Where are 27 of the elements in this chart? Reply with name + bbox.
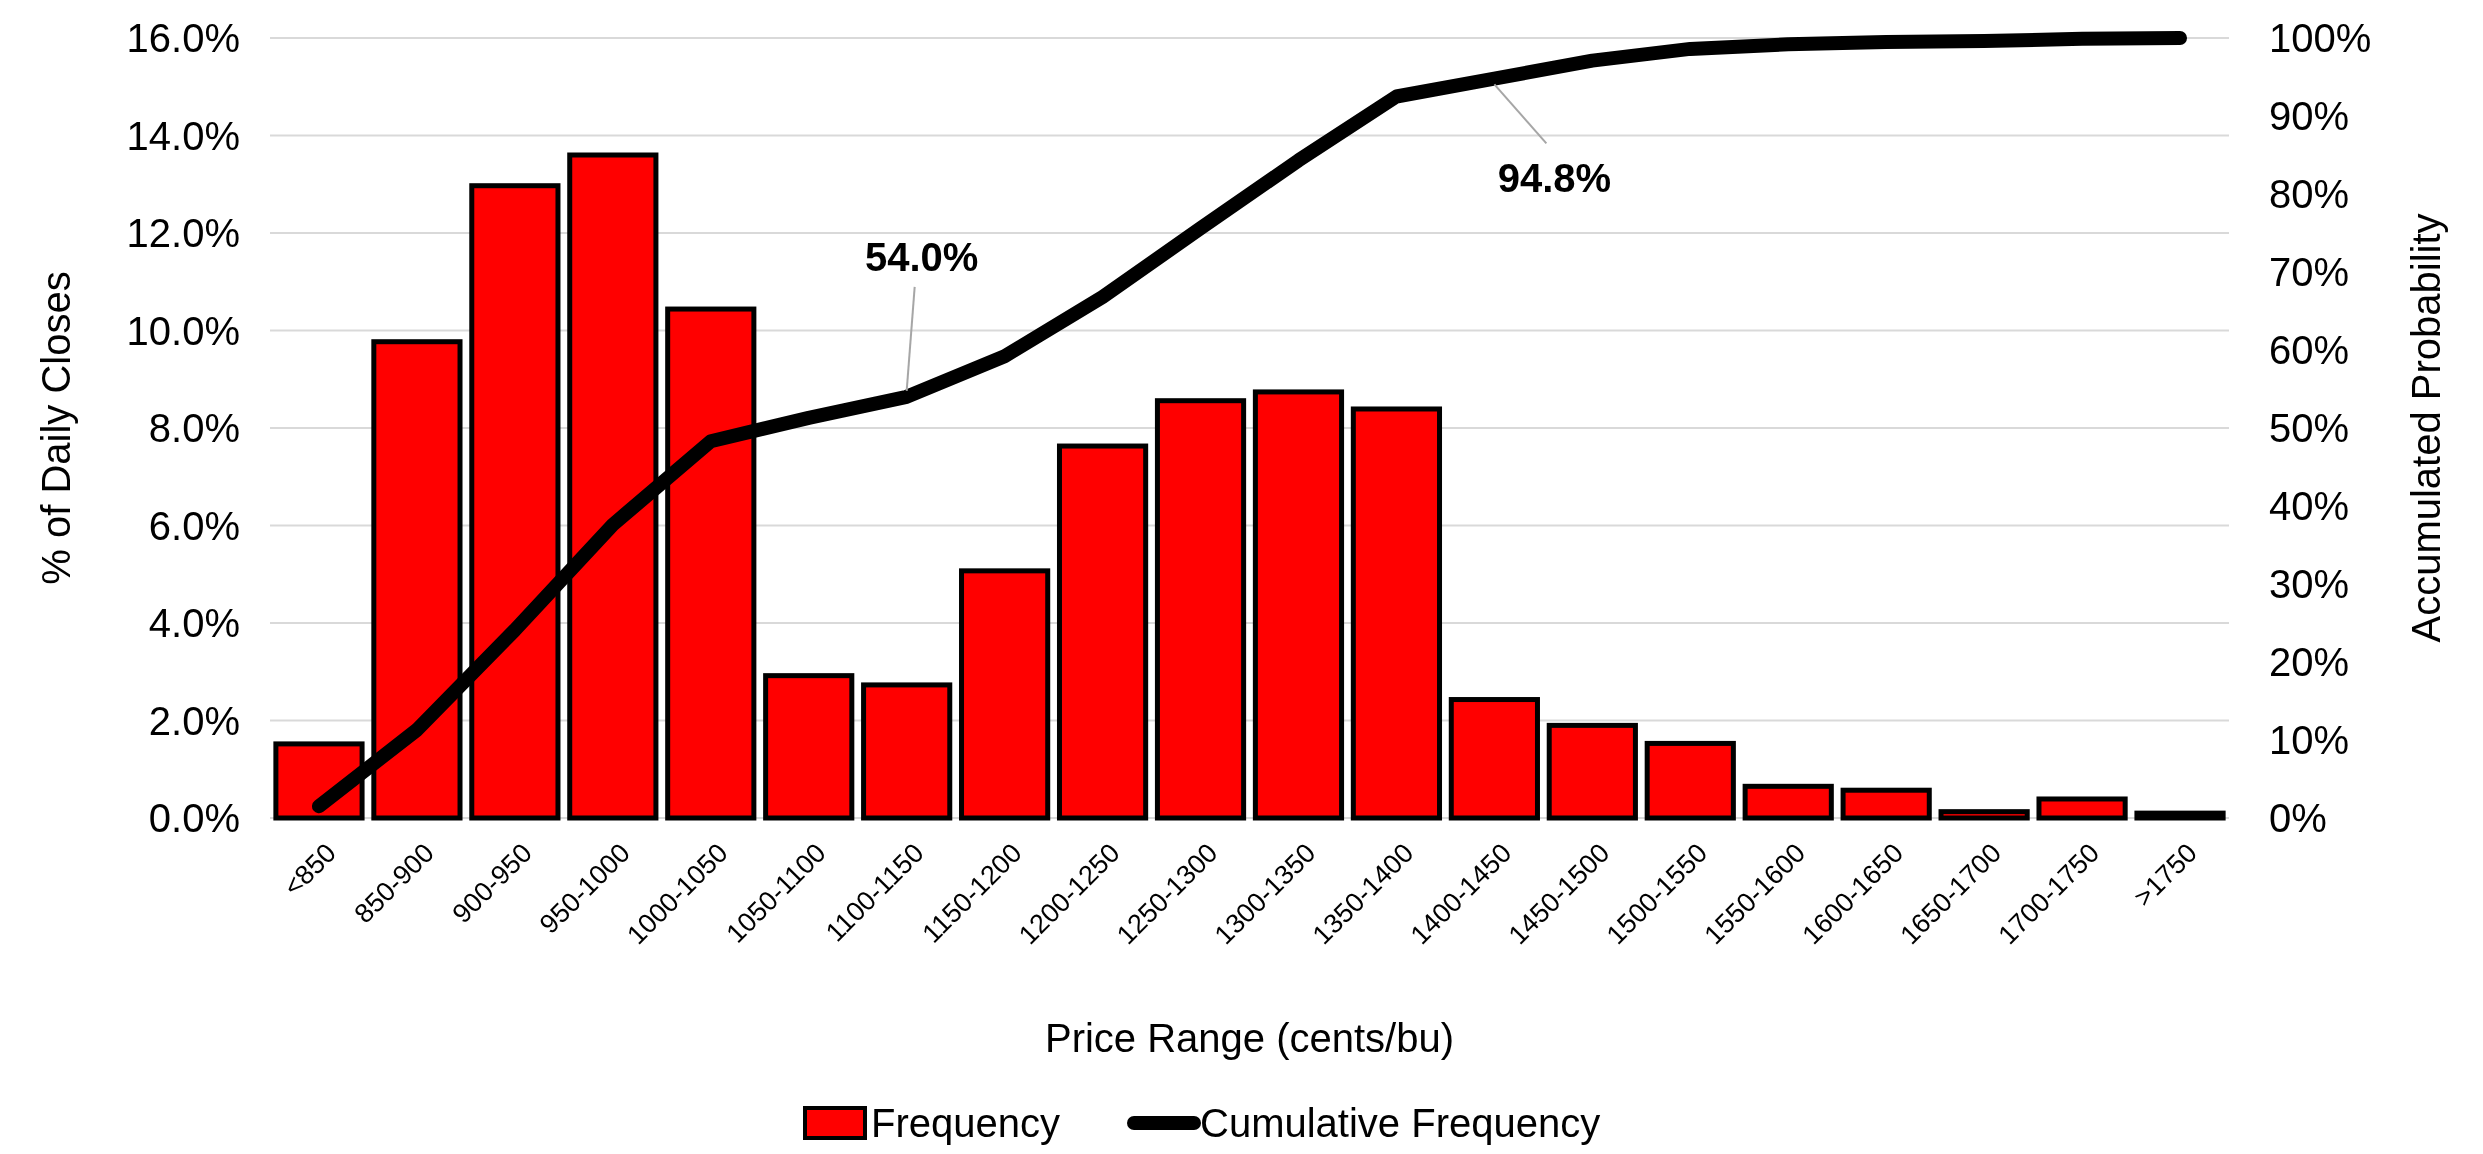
y2-tick-label: 90% xyxy=(2269,94,2350,138)
legend-label: Cumulative Frequency xyxy=(1200,1101,1601,1145)
y-axis-title: % of Daily Closes xyxy=(34,271,78,585)
y2-tick-label: 0% xyxy=(2269,796,2327,840)
y2-tick-label: 100% xyxy=(2269,16,2372,60)
x-axis-title: Price Range (cents/bu) xyxy=(1044,1016,1455,1060)
y-tick-label: 10.0% xyxy=(126,308,240,353)
y2-tick-label: 80% xyxy=(2269,172,2350,216)
y2-axis-title: Accumulated Probability xyxy=(2404,213,2448,643)
y2-tick-label: 70% xyxy=(2269,250,2350,294)
y2-tick-label: 50% xyxy=(2269,406,2350,450)
y-tick-label: 4.0% xyxy=(148,601,240,645)
annotation: 94.8% xyxy=(1497,156,1612,201)
y-tick-label: 16.0% xyxy=(126,16,240,60)
legend-label: Frequency xyxy=(871,1101,1060,1145)
annotation: 54.0% xyxy=(864,234,979,279)
y-tick-label: 12.0% xyxy=(126,211,240,255)
y2-tick-label: 40% xyxy=(2269,484,2350,528)
y-tick-label: 14.0% xyxy=(126,113,240,158)
y2-tick-label: 20% xyxy=(2269,640,2350,684)
y-tick-label: 6.0% xyxy=(148,503,240,548)
y-tick-label: 0.0% xyxy=(148,796,240,840)
y2-tick-label: 10% xyxy=(2269,718,2350,762)
y-tick-label: 2.0% xyxy=(148,698,240,743)
y2-tick-label: 60% xyxy=(2269,328,2350,372)
y2-tick-label: 30% xyxy=(2269,562,2350,606)
y-tick-label: 8.0% xyxy=(148,406,240,450)
